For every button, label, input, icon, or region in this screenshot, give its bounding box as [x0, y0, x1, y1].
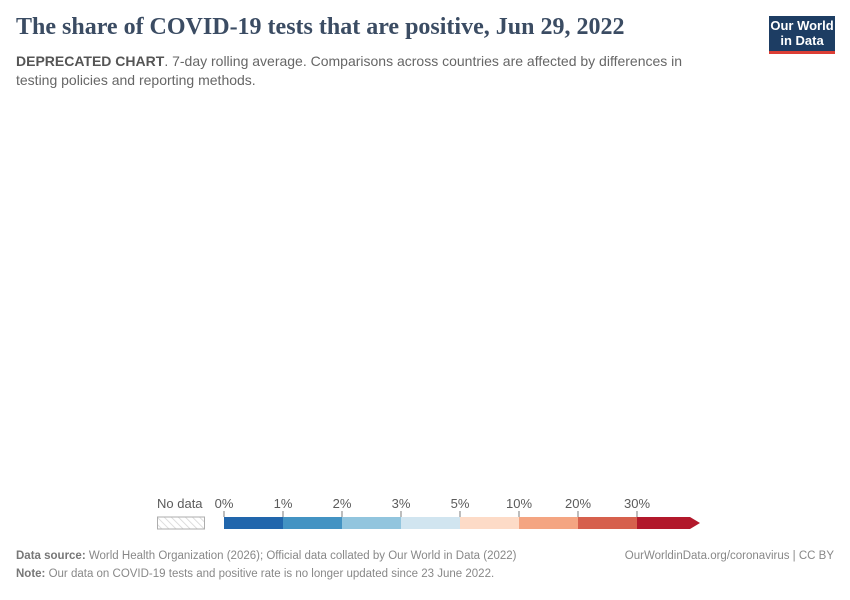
- svg-text:No data: No data: [157, 496, 203, 511]
- svg-text:10%: 10%: [506, 496, 532, 511]
- svg-text:20%: 20%: [565, 496, 591, 511]
- svg-text:0%: 0%: [215, 496, 234, 511]
- svg-text:5%: 5%: [451, 496, 470, 511]
- svg-text:2%: 2%: [333, 496, 352, 511]
- svg-text:1%: 1%: [274, 496, 293, 511]
- svg-text:3%: 3%: [392, 496, 411, 511]
- svg-text:30%: 30%: [624, 496, 650, 511]
